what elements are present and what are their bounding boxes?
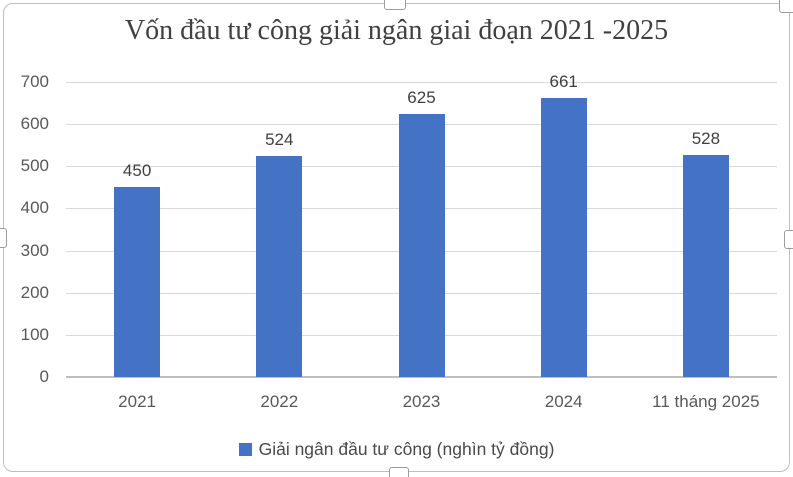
bar-2021[interactable] <box>114 187 161 377</box>
x-tick-label-2021: 2021 <box>118 392 156 411</box>
y-tick-label-500: 500 <box>20 156 49 176</box>
plot-area: 450 524 625 661 528 <box>66 72 777 378</box>
x-tick-label-2022: 2022 <box>260 392 299 411</box>
selection-handle-top[interactable] <box>384 0 406 10</box>
y-tick-label-100: 100 <box>20 324 49 344</box>
gridline-700 <box>66 82 777 83</box>
bar-11 tháng 2025[interactable] <box>682 154 729 377</box>
value-label-2023: 625 <box>407 87 436 107</box>
x-tick-label-2023: 2023 <box>402 392 441 411</box>
y-tick-label-300: 300 <box>20 240 49 260</box>
bar-2022[interactable] <box>256 156 303 377</box>
selection-handle-bottom[interactable] <box>389 467 409 477</box>
x-axis-line <box>66 376 777 378</box>
y-tick-label-700: 700 <box>20 72 49 91</box>
value-label-11 tháng 2025: 528 <box>691 128 721 148</box>
bar-2024[interactable] <box>540 98 587 377</box>
selection-handle-right[interactable] <box>784 230 793 249</box>
legend-swatch-icon <box>238 443 252 456</box>
chart-container[interactable]: Vốn đầu tư công giải ngân giai đoạn 2021… <box>3 3 790 472</box>
y-tick-label-200: 200 <box>20 282 49 302</box>
y-tick-label-0: 0 <box>39 367 49 386</box>
x-tick-label-11 tháng 2025: 11 tháng 2025 <box>652 392 760 411</box>
chart-title: Vốn đầu tư công giải ngân giai đoạn 2021… <box>124 15 669 46</box>
y-tick-label-600: 600 <box>20 114 49 134</box>
legend[interactable]: Giải ngân đầu tư công (nghìn tỷ đồng) <box>4 439 789 460</box>
value-label-2021: 450 <box>122 161 152 181</box>
bar-2023[interactable] <box>398 113 445 377</box>
value-label-2022: 524 <box>265 130 294 150</box>
selection-handle-left[interactable] <box>0 228 7 248</box>
x-tick-label-2024: 2024 <box>544 392 583 411</box>
y-tick-label-400: 400 <box>20 198 49 218</box>
value-label-2024: 661 <box>549 72 578 92</box>
legend-label: Giải ngân đầu tư công (nghìn tỷ đồng) <box>258 439 555 459</box>
selection-handle-top-right[interactable] <box>779 0 793 13</box>
